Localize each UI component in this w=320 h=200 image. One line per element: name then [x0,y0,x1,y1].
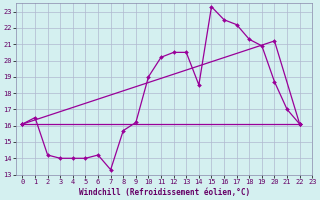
X-axis label: Windchill (Refroidissement éolien,°C): Windchill (Refroidissement éolien,°C) [79,188,250,197]
